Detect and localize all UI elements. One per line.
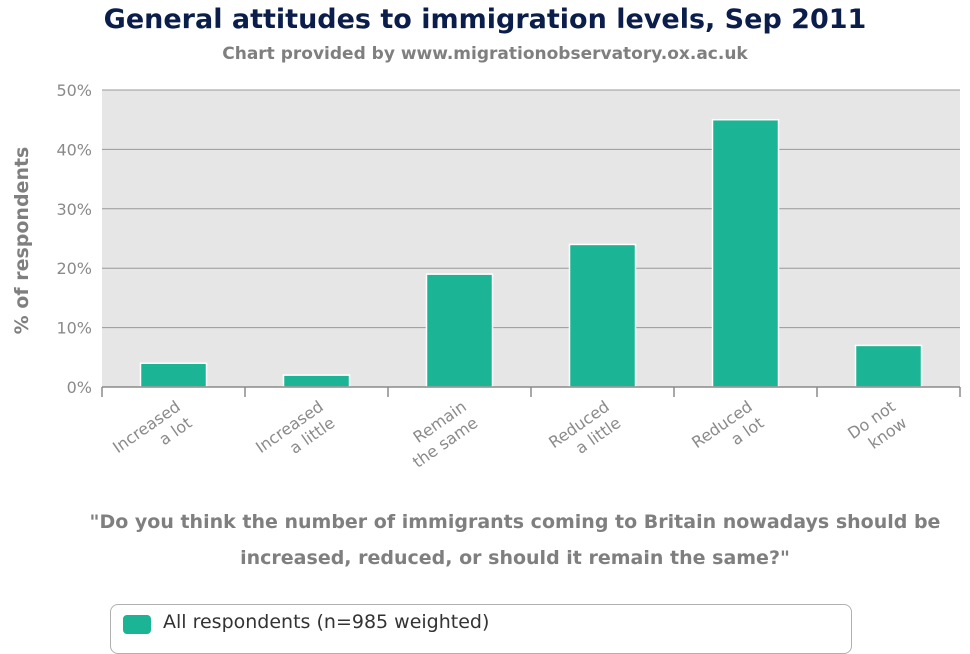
y-tick-label: 40% xyxy=(56,140,92,159)
x-tick-label: Reduceda lot xyxy=(688,397,767,469)
gridlines xyxy=(102,89,960,329)
x-tick-label: Reduceda little xyxy=(545,397,624,469)
bar[interactable] xyxy=(854,344,923,388)
x-axis-label: "Do you think the number of immigrants c… xyxy=(60,504,970,576)
x-axis-label-line-2: increased, reduced, or should it remain … xyxy=(240,547,790,569)
y-tick-label: 0% xyxy=(67,378,92,397)
x-tick-label: Do notknow xyxy=(844,397,910,460)
y-tick-label: 50% xyxy=(56,81,92,100)
bar[interactable] xyxy=(139,362,208,388)
bar[interactable] xyxy=(711,118,780,388)
legend: All respondents (n=985 weighted) xyxy=(110,604,852,654)
y-axis-label: % of respondents xyxy=(11,147,33,335)
y-tick-label: 20% xyxy=(56,259,92,278)
x-axis xyxy=(101,386,961,397)
x-tick-label: Increaseda little xyxy=(252,397,338,474)
bars xyxy=(139,118,923,388)
x-axis-ticks: Increaseda lot Increaseda little Remainthe… xyxy=(109,397,910,474)
y-tick-label: 30% xyxy=(56,200,92,219)
x-tick-label: Increaseda lot xyxy=(109,397,195,474)
legend-swatch xyxy=(123,615,151,634)
plot-area xyxy=(102,90,960,387)
bar[interactable] xyxy=(568,243,637,388)
y-tick-label: 10% xyxy=(56,319,92,338)
y-axis-ticks: 0% 10% 20% 30% 40% 50% xyxy=(56,81,92,397)
bar[interactable] xyxy=(425,273,494,388)
legend-label[interactable]: All respondents (n=985 weighted) xyxy=(163,611,490,633)
x-tick-label: Remainthe same xyxy=(398,397,482,472)
chart-subtitle: Chart provided by www.migrationobservato… xyxy=(222,44,748,64)
bar[interactable] xyxy=(282,374,351,388)
x-axis-label-line-1: "Do you think the number of immigrants c… xyxy=(89,511,941,533)
chart-title: General attitudes to immigration levels,… xyxy=(103,4,867,35)
